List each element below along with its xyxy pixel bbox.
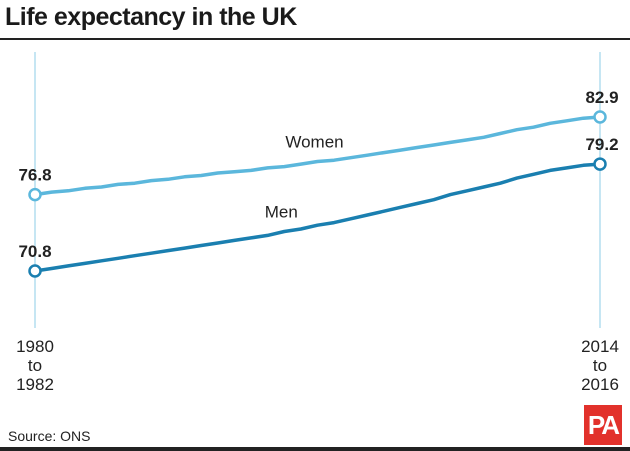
- pa-logo: PA: [584, 405, 622, 445]
- x-tick-label: 1982: [16, 375, 54, 394]
- x-tick-label: 2016: [581, 375, 619, 394]
- x-tick-label: 1980: [16, 337, 54, 356]
- data-point: [593, 157, 607, 171]
- data-point: [593, 110, 607, 124]
- data-point: [28, 264, 42, 278]
- bottom-rule: [0, 447, 630, 451]
- x-tick-label: to: [28, 356, 42, 375]
- title-rule: [0, 38, 630, 40]
- series-label: Men: [265, 203, 298, 222]
- series-label: Women: [285, 133, 343, 152]
- series-line-women: [34, 115, 601, 197]
- series-line-men: [34, 162, 601, 273]
- x-tick-label: 2014: [581, 337, 619, 356]
- source-note: Source: ONS: [8, 428, 91, 444]
- value-label: 70.8: [18, 242, 51, 261]
- value-label: 79.2: [585, 135, 618, 154]
- x-tick-label: to: [593, 356, 607, 375]
- data-point: [28, 187, 42, 202]
- chart-title: Life expectancy in the UK: [5, 3, 297, 31]
- value-label: 76.8: [18, 166, 51, 185]
- value-label: 82.9: [585, 88, 618, 107]
